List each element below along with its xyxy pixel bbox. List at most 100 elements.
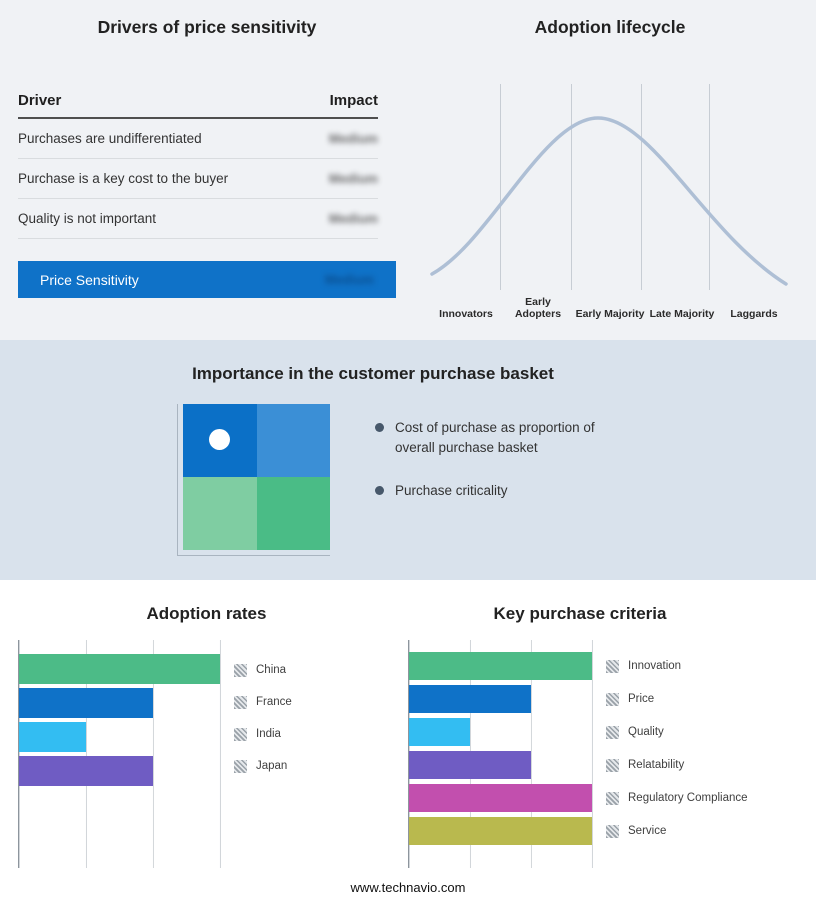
adoption-rates-plot <box>18 640 221 868</box>
impact-value: Medium <box>328 131 378 146</box>
bar-france <box>19 688 153 718</box>
legend-label: Quality <box>628 726 664 738</box>
bullet-icon <box>375 423 384 432</box>
legend-item: Innovation <box>606 658 748 674</box>
quadrant-top-right <box>257 404 330 477</box>
legend-label: Innovation <box>628 660 682 672</box>
impact-column-header: Impact <box>329 92 378 109</box>
legend-label: Regulatory Compliance <box>628 792 748 804</box>
legend-hatch-icon <box>606 791 619 805</box>
bar-quality <box>409 718 470 746</box>
legend-hatch-icon <box>234 695 247 709</box>
legend-item: China <box>234 662 292 678</box>
bullet-item: Purchase criticality <box>375 481 635 501</box>
quadrant-matrix <box>183 404 330 550</box>
bar-regulatory-compliance <box>409 784 592 812</box>
bell-curve <box>430 116 788 286</box>
quadrant-top-left <box>183 404 257 477</box>
legend-item: Relatability <box>606 757 748 773</box>
purchase-basket-section: Importance in the customer purchase bask… <box>0 340 816 580</box>
purchase-basket-content: Cost of purchase as proportion of overal… <box>177 404 816 556</box>
stage-label: Early Adopters <box>514 295 562 320</box>
adoption-lifecycle-panel: Adoption lifecycle Innovators Early Adopt… <box>430 0 790 322</box>
legend-item: Service <box>606 823 748 839</box>
adoption-rates-title: Adoption rates <box>146 604 267 623</box>
bullet-text: Purchase criticality <box>395 483 508 499</box>
price-sensitivity-summary-bar: Price Sensitivity Medium <box>18 261 396 298</box>
bottom-charts-section: Adoption rates China France India Japan Key… <box>0 580 816 902</box>
position-dot-icon <box>209 429 230 450</box>
legend-hatch-icon <box>606 824 619 838</box>
legend-hatch-icon <box>234 759 247 773</box>
quadrant-bottom-left <box>183 477 257 550</box>
lifecycle-plot <box>430 84 790 290</box>
bar-innovation <box>409 652 592 680</box>
driver-row: Quality is not important Medium <box>18 199 378 239</box>
gridline <box>641 84 642 290</box>
legend-label: Japan <box>256 760 288 772</box>
stage-label: Late Majority <box>649 307 715 320</box>
legend-hatch-icon <box>606 692 619 706</box>
bullet-icon <box>375 486 384 496</box>
bar-service <box>409 817 592 845</box>
legend-hatch-icon <box>234 663 247 677</box>
legend-item: Regulatory Compliance <box>606 790 748 806</box>
key-purchase-criteria-plot <box>408 640 593 868</box>
bar-india <box>19 722 86 752</box>
driver-row: Purchases are undifferentiated Medium <box>18 119 378 159</box>
legend-hatch-icon <box>606 725 619 739</box>
legend-label: India <box>256 728 281 740</box>
stage-label: Innovators <box>439 307 493 320</box>
adoption-rates-chart: Adoption rates China France India Japan <box>18 604 395 868</box>
legend-hatch-icon <box>234 727 247 741</box>
adoption-rates-legend: China France India Japan <box>234 640 292 868</box>
website-url: www.technavio.com <box>350 880 466 895</box>
driver-table-header: Driver Impact <box>18 92 378 119</box>
impact-value: Medium <box>328 211 378 226</box>
price-sensitivity-label: Price Sensitivity <box>40 271 139 288</box>
driver-label: Quality is not important <box>18 211 157 226</box>
legend-item: Price <box>606 691 748 707</box>
gridline <box>709 84 710 290</box>
price-sensitivity-title: Drivers of price sensitivity <box>97 17 317 37</box>
bar-relatability <box>409 751 531 779</box>
top-section: Drivers of price sensitivity Driver Impa… <box>0 0 816 340</box>
legend-label: Price <box>628 693 655 705</box>
bar-price <box>409 685 531 713</box>
quadrant-bottom-right <box>257 477 330 550</box>
bar-china <box>19 654 220 684</box>
bullet-text: Cost of purchase as proportion of overal… <box>395 420 595 455</box>
legend-item: Japan <box>234 758 292 774</box>
legend-label: China <box>256 664 287 676</box>
driver-label: Purchases are undifferentiated <box>18 131 202 146</box>
key-purchase-criteria-chart: Key purchase criteria Innovation Price Qua… <box>408 604 800 868</box>
stage-labels: Innovators Early Adopters Early Majority La… <box>430 290 790 322</box>
legend-label: France <box>256 696 292 708</box>
driver-table: Driver Impact Purchases are undifferenti… <box>18 92 378 239</box>
gridline <box>571 84 572 290</box>
driver-table-rows: Purchases are undifferentiated Medium Purc… <box>18 119 378 239</box>
driver-column-header: Driver <box>18 92 62 109</box>
adoption-lifecycle-title: Adoption lifecycle <box>534 17 686 37</box>
impact-value: Medium <box>328 171 378 186</box>
legend-hatch-icon <box>606 659 619 673</box>
purchase-basket-title: Importance in the customer purchase bask… <box>192 364 554 383</box>
gridline <box>500 84 501 290</box>
price-sensitivity-panel: Drivers of price sensitivity Driver Impa… <box>18 0 396 298</box>
stage-label: Laggards <box>730 307 778 320</box>
driver-label: Purchase is a key cost to the buyer <box>18 171 229 186</box>
bullet-item: Cost of purchase as proportion of overal… <box>375 418 635 457</box>
legend-label: Relatability <box>628 759 685 771</box>
quadrant-axes <box>177 404 330 556</box>
legend-item: Quality <box>606 724 748 740</box>
driver-row: Purchase is a key cost to the buyer Mediu… <box>18 159 378 199</box>
bar-japan <box>19 756 153 786</box>
key-purchase-criteria-title: Key purchase criteria <box>493 604 667 623</box>
stage-label: Early Majority <box>575 307 645 320</box>
legend-hatch-icon <box>606 758 619 772</box>
key-purchase-criteria-legend: Innovation Price Quality Relatability Regula… <box>606 640 748 868</box>
legend-item: France <box>234 694 292 710</box>
legend-item: India <box>234 726 292 742</box>
basket-bullets: Cost of purchase as proportion of overal… <box>375 418 635 556</box>
